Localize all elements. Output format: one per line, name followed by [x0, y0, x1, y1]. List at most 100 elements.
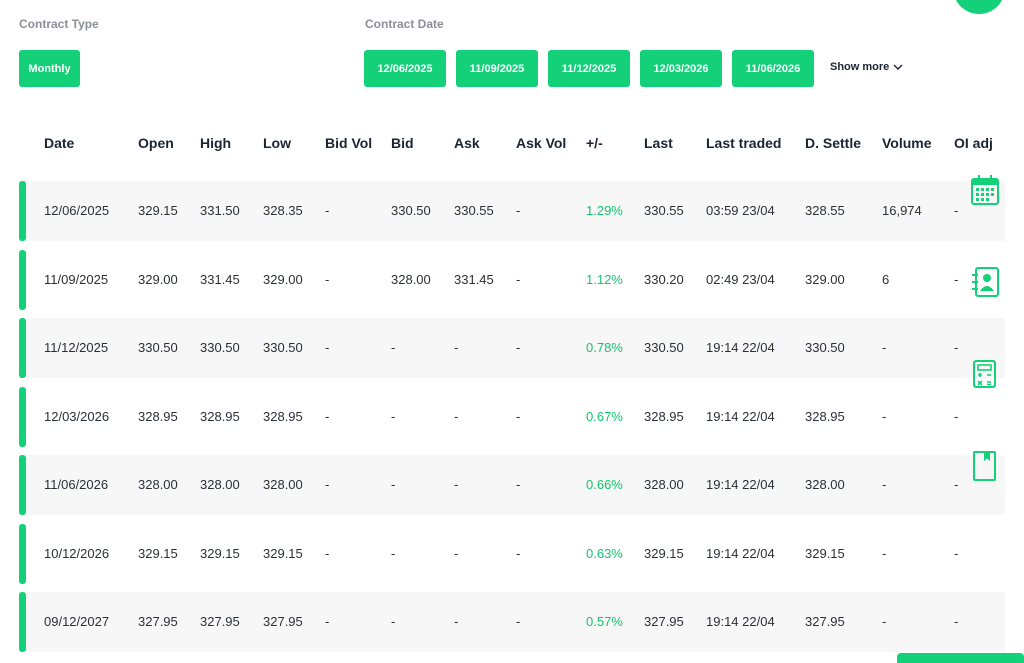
contract-date-label: Contract Date — [365, 17, 444, 31]
cell-bid-vol: - — [325, 340, 330, 355]
table-row[interactable]: 10/12/2026 329.15 329.15 329.15 - - - - 0.63% 329… — [19, 524, 1005, 584]
cell-open: 329.15 — [138, 546, 178, 561]
cell-ask-vol: - — [516, 409, 521, 424]
cell-last: 329.15 — [644, 546, 684, 561]
cell-oi-adj: - — [954, 272, 959, 287]
cell-date: 11/09/2025 — [44, 272, 109, 287]
cell-low: 329.00 — [263, 272, 303, 287]
cell-low: 328.00 — [263, 477, 303, 492]
calculator-icon[interactable] — [972, 359, 998, 394]
cell-date: 12/06/2025 — [44, 203, 110, 218]
cell-last: 330.20 — [644, 272, 684, 287]
cell-high: 331.50 — [200, 203, 240, 218]
cell-change: 0.66% — [586, 477, 623, 492]
column-header-ask-vol[interactable]: Ask Vol — [516, 135, 567, 151]
table-row[interactable]: 12/06/2025 329.15 331.50 328.35 - 330.50 330.5… — [19, 181, 1005, 241]
cell-high: 330.50 — [200, 340, 240, 355]
cell-high: 328.00 — [200, 477, 240, 492]
cell-date: 11/06/2026 — [44, 477, 109, 492]
cell-high: 327.95 — [200, 614, 240, 629]
calendar-icon[interactable] — [970, 174, 1000, 211]
cell-ask-vol: - — [516, 546, 521, 561]
cell-last: 330.55 — [644, 203, 684, 218]
show-more-button[interactable]: Show more — [830, 61, 903, 73]
cell-volume: - — [882, 340, 887, 355]
bookmark-icon[interactable] — [972, 450, 998, 487]
cell-bid-vol: - — [325, 546, 330, 561]
cell-last-traded: 03:59 23/04 — [706, 203, 775, 218]
table-row[interactable]: 09/12/2027 327.95 327.95 327.95 - - - - 0.57% 327… — [19, 592, 1005, 652]
cell-last-traded: 19:14 22/04 — [706, 546, 775, 561]
contract-date-button[interactable]: 12/06/2025 — [364, 50, 446, 87]
cell-oi-adj: - — [954, 340, 959, 355]
cell-last: 330.50 — [644, 340, 684, 355]
cell-last: 328.95 — [644, 409, 684, 424]
cell-ask: - — [454, 477, 459, 492]
table-row[interactable]: 12/03/2026 328.95 328.95 328.95 - - - - 0.67% 328… — [19, 387, 1005, 447]
cell-bid: 330.50 — [391, 203, 431, 218]
contract-date-button[interactable]: 12/03/2026 — [640, 50, 722, 87]
column-header-last[interactable]: Last — [644, 135, 673, 151]
cell-change: 0.78% — [586, 340, 623, 355]
cell-bid: - — [391, 409, 396, 424]
cell-ask-vol: - — [516, 614, 521, 629]
table-row[interactable]: 11/06/2026 328.00 328.00 328.00 - - - - 0.66% 328… — [19, 455, 1005, 515]
cell-oi-adj: - — [954, 546, 959, 561]
cell-d-settle: 327.95 — [805, 614, 845, 629]
cell-bid-vol: - — [325, 203, 330, 218]
floating-action-button[interactable] — [953, 0, 1005, 14]
table-row[interactable]: 11/09/2025 329.00 331.45 329.00 - 328.00 331.4… — [19, 250, 1005, 310]
cell-last-traded: 19:14 22/04 — [706, 340, 775, 355]
cell-low: 329.15 — [263, 546, 303, 561]
row-accent-bar — [19, 387, 26, 447]
column-header-change[interactable]: +/- — [586, 135, 603, 151]
column-header-high[interactable]: High — [200, 135, 232, 151]
contract-date-button[interactable]: 11/09/2025 — [456, 50, 538, 87]
cell-ask: - — [454, 546, 459, 561]
cell-bid: - — [391, 614, 396, 629]
cell-change: 1.12% — [586, 272, 623, 287]
column-header-ask[interactable]: Ask — [454, 135, 480, 151]
cell-ask-vol: - — [516, 340, 521, 355]
cell-ask: 330.55 — [454, 203, 494, 218]
cell-ask: - — [454, 340, 459, 355]
cell-bid-vol: - — [325, 272, 330, 287]
cell-open: 330.50 — [138, 340, 178, 355]
row-accent-bar — [19, 592, 26, 652]
column-header-bid[interactable]: Bid — [391, 135, 414, 151]
cell-oi-adj: - — [954, 203, 959, 218]
cell-d-settle: 330.50 — [805, 340, 845, 355]
column-header-d-settle[interactable]: D. Settle — [805, 135, 862, 151]
table-row[interactable]: 11/12/2025 330.50 330.50 330.50 - - - - 0.78% 330… — [19, 318, 1005, 378]
contract-type-monthly-button[interactable]: Monthly — [19, 50, 80, 87]
column-header-last-traded[interactable]: Last traded — [706, 135, 782, 151]
cell-high: 328.95 — [200, 409, 240, 424]
cell-oi-adj: - — [954, 614, 959, 629]
cell-low: 328.95 — [263, 409, 303, 424]
row-accent-bar — [19, 455, 26, 515]
cell-bid-vol: - — [325, 409, 330, 424]
cell-d-settle: 329.15 — [805, 546, 845, 561]
cell-oi-adj: - — [954, 477, 959, 492]
contract-date-button[interactable]: 11/12/2025 — [548, 50, 630, 87]
cell-d-settle: 328.55 — [805, 203, 845, 218]
cell-change: 1.29% — [586, 203, 623, 218]
contact-card-icon[interactable] — [970, 266, 1000, 303]
bottom-action-bar[interactable] — [897, 653, 1024, 663]
cell-volume: - — [882, 477, 887, 492]
cell-bid-vol: - — [325, 614, 330, 629]
column-header-volume[interactable]: Volume — [882, 135, 932, 151]
cell-high: 329.15 — [200, 546, 240, 561]
cell-low: 328.35 — [263, 203, 303, 218]
column-header-date[interactable]: Date — [44, 135, 75, 151]
cell-volume: - — [882, 409, 887, 424]
column-header-oi-adj[interactable]: OI adj — [954, 135, 993, 151]
column-header-bid-vol[interactable]: Bid Vol — [325, 135, 373, 151]
contract-date-button[interactable]: 11/06/2026 — [732, 50, 814, 87]
chevron-down-icon — [893, 64, 903, 70]
cell-bid-vol: - — [325, 477, 330, 492]
column-header-open[interactable]: Open — [138, 135, 174, 151]
cell-open: 327.95 — [138, 614, 178, 629]
column-header-low[interactable]: Low — [263, 135, 291, 151]
cell-change: 0.63% — [586, 546, 623, 561]
